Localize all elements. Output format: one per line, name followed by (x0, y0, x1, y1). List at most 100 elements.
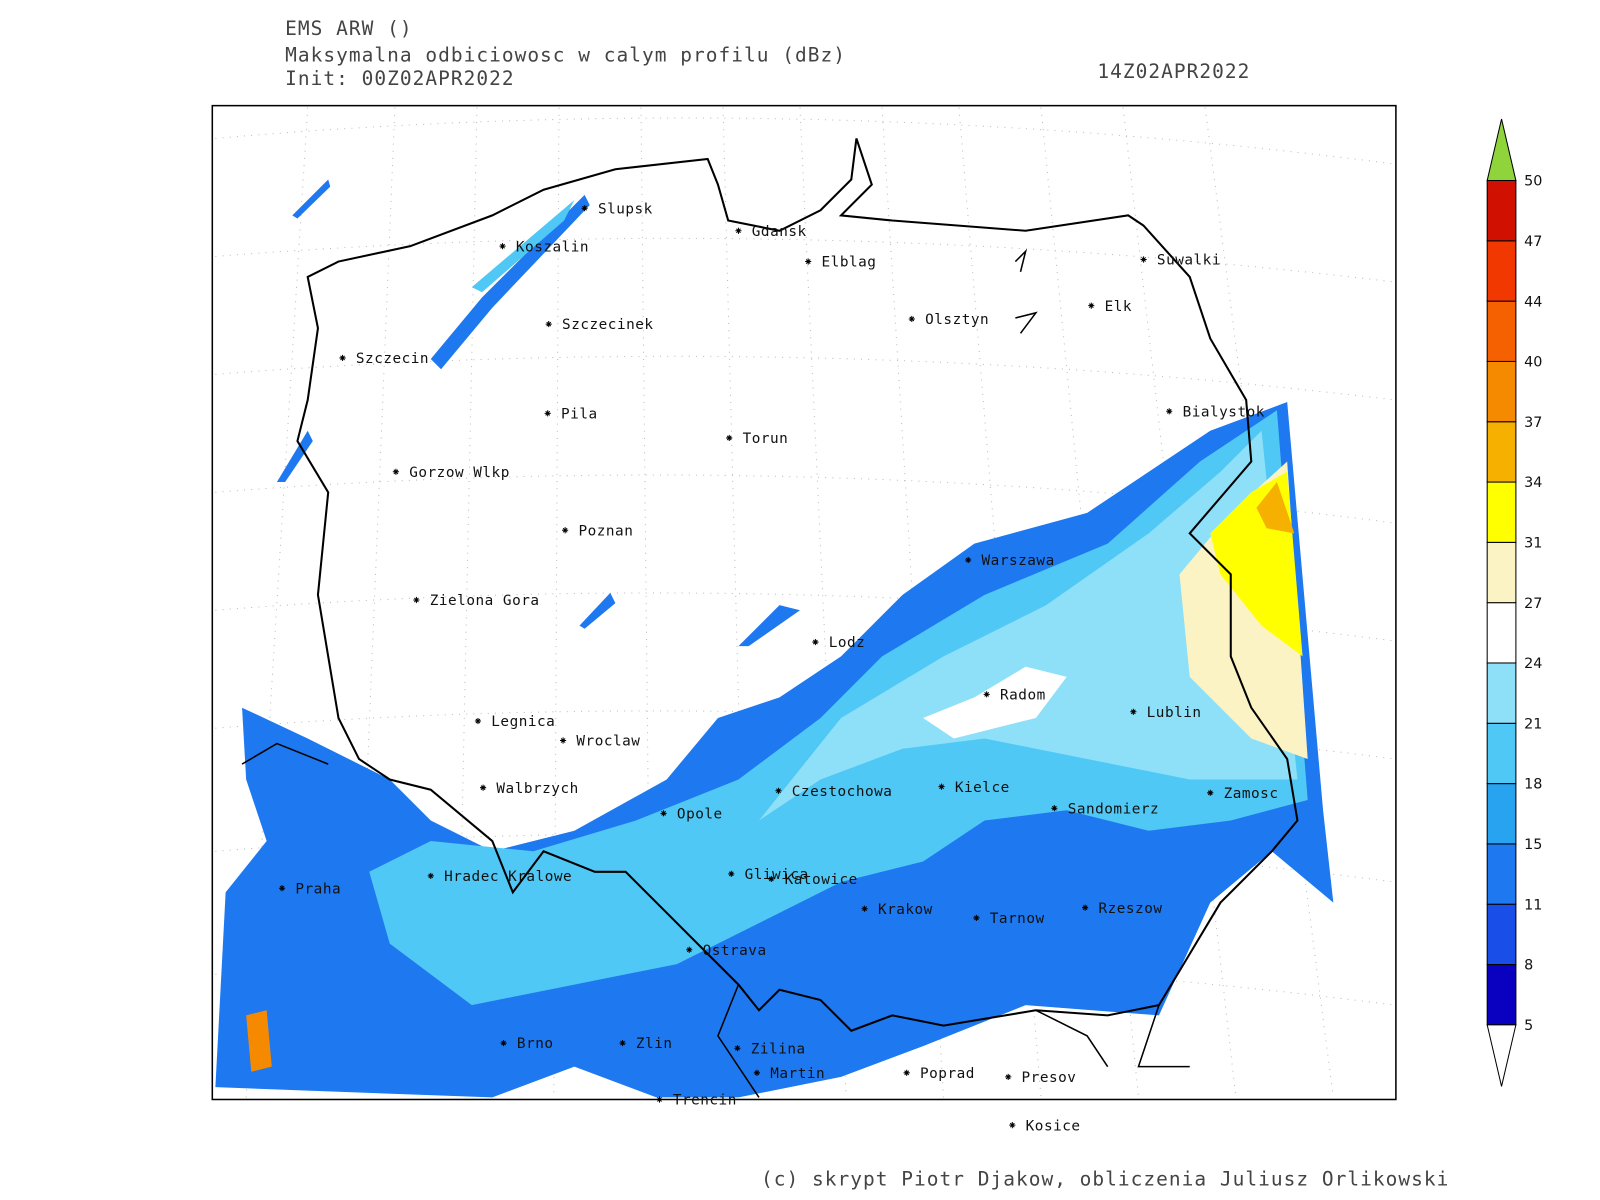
city-marker (1207, 789, 1214, 796)
city-marker (903, 1069, 910, 1076)
colorbar-label: 50 (1524, 174, 1542, 190)
city-marker (545, 321, 552, 328)
city-labels: Slupsk Koszalin Gdansk Elblag Suwalki Elk Olsz… (278, 201, 1279, 1134)
city-label: Rzeszow (1098, 901, 1162, 917)
city-marker (1051, 805, 1058, 812)
city-marker (619, 1040, 626, 1047)
city-marker (973, 914, 980, 922)
city-marker (861, 905, 868, 912)
city-label: Szczecin (356, 351, 429, 367)
city-marker (728, 870, 735, 877)
colorbar-label: 24 (1524, 656, 1542, 672)
city-marker (499, 243, 506, 250)
city-marker (562, 527, 569, 534)
colorbar-label: 34 (1524, 475, 1542, 491)
city-label: Slupsk (598, 201, 653, 217)
city-label: Torun (743, 431, 789, 447)
city-marker (339, 354, 346, 362)
city-label: Kosice (1026, 1118, 1081, 1134)
city-label: Zlin (636, 1036, 673, 1052)
city-marker (1009, 1122, 1016, 1129)
country-borders (241, 248, 1190, 1098)
city-marker (500, 1040, 507, 1047)
city-label: Radom (1000, 687, 1046, 703)
city-marker (581, 205, 588, 212)
poland-border (296, 138, 1299, 1032)
city-label: Wroclaw (576, 734, 640, 750)
colorbar-label: 40 (1524, 355, 1542, 371)
city-label: Katowice (785, 872, 858, 888)
valid-time: 14Z02APR2022 (1097, 60, 1250, 83)
city-label: Czestochowa (792, 784, 893, 800)
init-time: Init: 00Z02APR2022 (285, 67, 514, 90)
city-marker (938, 783, 945, 790)
colorbar-band (1486, 722, 1517, 785)
colorbar-under (1486, 1024, 1517, 1087)
colorbar-label: 37 (1524, 415, 1542, 431)
colorbar: 5 8 11 15 18 21 24 27 31 34 37 40 44 47 50 (1486, 118, 1542, 1087)
city-label: Zamosc (1224, 786, 1279, 802)
city-label: Poznan (578, 523, 633, 539)
city-label: Elk (1105, 299, 1132, 315)
city-marker (726, 434, 733, 442)
colorbar-band (1486, 783, 1517, 845)
city-label: Ostrava (703, 943, 767, 959)
city-label: Warszawa (982, 553, 1055, 569)
city-marker (1130, 708, 1137, 715)
colorbar-band (1486, 662, 1517, 724)
colorbar-label: 31 (1524, 535, 1542, 551)
city-label: Legnica (491, 714, 555, 730)
city-marker (656, 1096, 663, 1103)
city-label: Zilina (751, 1041, 806, 1057)
city-label: Poprad (920, 1066, 975, 1082)
city-label: Lublin (1147, 705, 1202, 721)
colorbar-band (1486, 481, 1517, 543)
city-marker (686, 946, 693, 953)
city-marker (479, 784, 487, 791)
city-marker (660, 810, 667, 817)
map (211, 104, 1397, 1101)
city-marker (1088, 302, 1095, 309)
city-marker (753, 1069, 760, 1076)
colorbar-label: 5 (1524, 1018, 1533, 1034)
city-marker (908, 315, 915, 323)
colorbar-label: 11 (1524, 897, 1542, 913)
city-marker (1082, 904, 1089, 911)
colorbar-band (1486, 541, 1517, 604)
city-label: Koszalin (516, 239, 589, 255)
colorbar-label: 21 (1524, 716, 1542, 732)
colorbar-band (1486, 964, 1517, 1026)
reflectivity-field (215, 179, 1334, 1098)
colorbar-label: 27 (1524, 596, 1542, 612)
city-marker (427, 872, 434, 879)
city-marker (965, 556, 972, 564)
city-label: Opole (677, 806, 723, 822)
colorbar-band (1486, 180, 1517, 242)
city-label: Pila (561, 406, 598, 422)
colorbar-band (1486, 360, 1517, 423)
city-label: Gdansk (752, 224, 807, 240)
city-label: Zielona Gora (430, 593, 540, 609)
field-title: Maksymalna odbiciowosc w calym profilu (… (285, 44, 846, 67)
city-marker (983, 691, 990, 698)
city-marker (544, 410, 551, 417)
colorbar-label: 15 (1524, 837, 1542, 853)
city-label: Lodz (829, 635, 866, 651)
model-title: EMS ARW () (285, 17, 412, 40)
city-label: Olsztyn (925, 312, 989, 328)
city-label: Brno (517, 1036, 554, 1052)
city-label: Trencin (673, 1093, 737, 1109)
colorbar-over (1486, 118, 1517, 182)
city-marker (805, 258, 812, 265)
colorbar-label: 44 (1524, 294, 1542, 310)
colorbar-band (1486, 843, 1517, 905)
city-label: Hradec Kralowe (444, 869, 572, 885)
city-label: Gliwica (745, 867, 809, 883)
city-marker (1140, 256, 1147, 263)
colorbar-label: 8 (1524, 958, 1533, 974)
city-marker (278, 885, 286, 892)
city-marker (768, 875, 775, 883)
colorbar-band (1486, 903, 1517, 966)
city-label: Praha (295, 881, 341, 897)
